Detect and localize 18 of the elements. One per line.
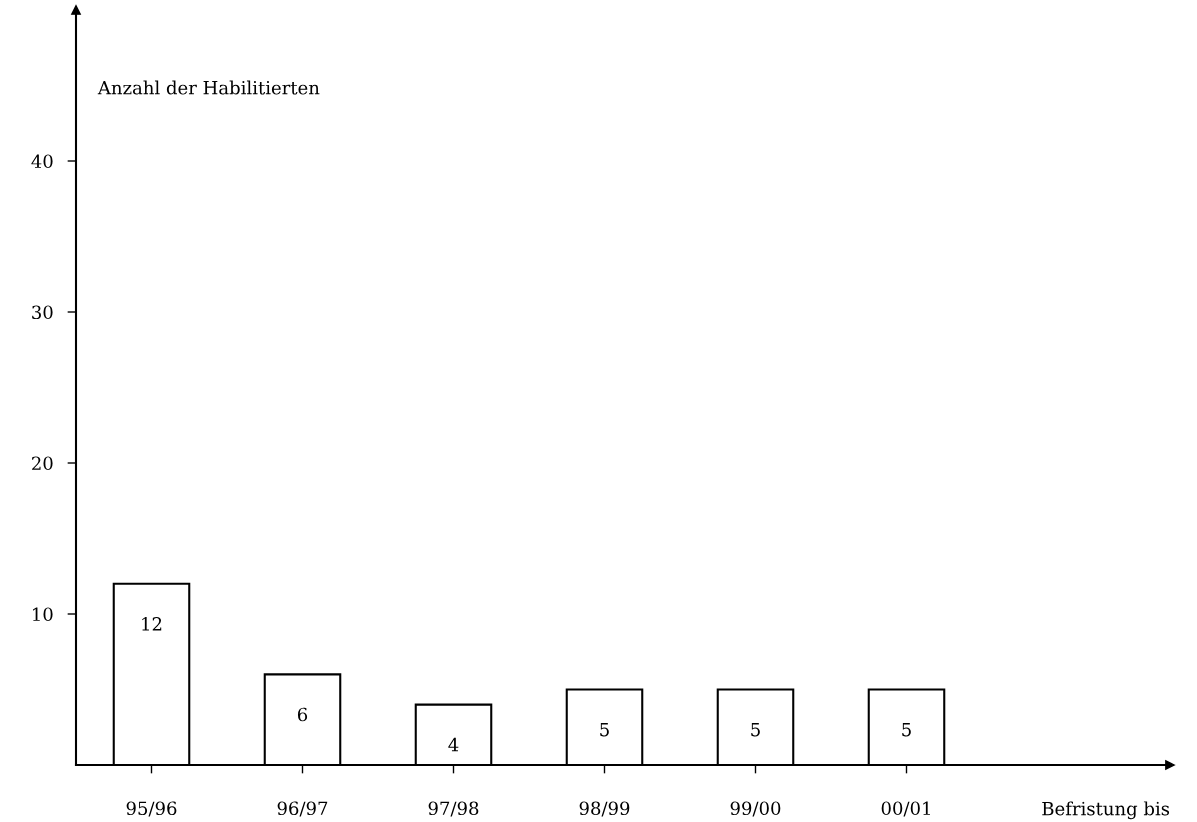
- x-tick-label: 95/96: [126, 801, 177, 817]
- x-tick-label: 97/98: [428, 801, 479, 817]
- data-label: 5: [600, 722, 609, 737]
- y-tick-label: 10: [33, 607, 53, 622]
- x-axis-title: Befristung bis: [1042, 801, 1170, 820]
- x-tick-label: 99/00: [730, 801, 781, 817]
- y-tick-label: 30: [32, 305, 53, 320]
- data-label: 6: [297, 707, 308, 722]
- data-label: 5: [902, 722, 911, 737]
- x-tick-label: 98/99: [579, 801, 630, 817]
- x-tick-label: 00/01: [881, 801, 930, 817]
- x-tick-label: 96/97: [277, 801, 328, 817]
- data-label: 4: [448, 737, 459, 752]
- y-axis-title: Anzahl der Habilitierten: [97, 80, 320, 95]
- y-tick-label: 40: [31, 154, 53, 169]
- y-tick-label: 20: [32, 456, 53, 471]
- data-label: 12: [142, 617, 162, 631]
- data-label: 5: [751, 722, 760, 737]
